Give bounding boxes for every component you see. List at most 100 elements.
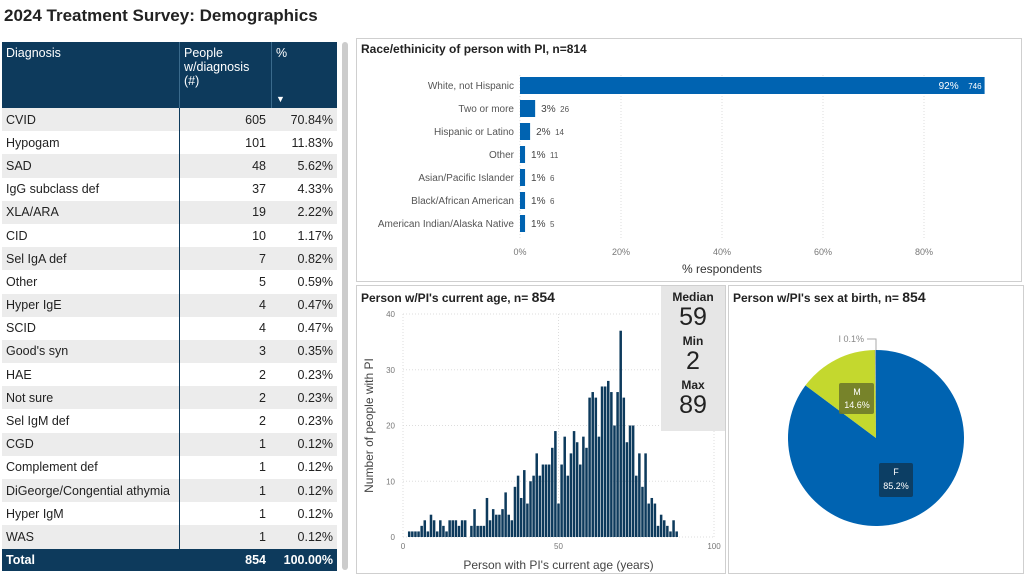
percent-cell: 0.35% [297,344,333,359]
table-row[interactable]: Hypogam 101 11.83% [2,131,337,155]
header-people[interactable]: People w/diagnosis (#) [180,42,272,108]
table-row[interactable]: Good's syn 3 0.35% [2,339,337,364]
slice-label-m: M [853,387,861,397]
histogram-bar [473,509,476,537]
header-diagnosis[interactable]: Diagnosis [2,42,180,108]
histogram-bar [669,531,672,537]
histogram-bar [423,520,427,537]
category-label: Black/African American [411,196,514,207]
bar-percent-label: 1% [531,219,546,230]
histogram-bar [535,453,538,537]
table-row[interactable]: XLA/ARA 19 2.22% [2,200,337,224]
table-row[interactable]: WAS 1 0.12% [2,525,337,549]
histogram-bar [557,503,560,537]
histogram-bar [463,520,467,537]
y-tick-label: 10 [386,477,395,486]
histogram-bar [616,392,619,537]
histogram-bar [594,397,598,537]
table-row[interactable]: SCID 4 0.47% [2,316,337,340]
table-row[interactable]: SAD 48 5.62% [2,154,337,178]
header-percent[interactable]: % ▼ [272,42,337,108]
table-row[interactable]: Not sure 2 0.23% [2,386,337,410]
histogram-bar [504,492,507,537]
table-row[interactable]: CVID 605 70.84% [2,108,337,132]
diagnosis-cell: SAD [2,154,180,178]
histogram-bar [470,525,473,537]
histogram-bar [420,525,423,537]
table-row[interactable]: IgG subclass def 37 4.33% [2,177,337,201]
table-row[interactable]: CID 10 1.17% [2,223,337,248]
histogram-bar [432,520,436,537]
percent-cell: 4.33% [297,182,333,197]
histogram-bar [610,392,613,537]
histogram-bar [411,531,414,537]
count-cell: 4 [259,298,266,313]
x-tick-label: 80% [915,247,933,257]
x-tick-label: 50 [554,542,563,551]
slice-label-i: I 0.1% [838,334,864,344]
histogram-bar [666,525,669,537]
histogram-bar [439,520,442,537]
table-row[interactable]: Sel IgM def 2 0.23% [2,409,337,433]
diagnosis-table: Diagnosis People w/diagnosis (#) % ▼ CVID… [2,42,337,571]
histogram-bar [417,531,420,537]
percent-cell: 0.12% [297,529,333,544]
histogram-bar [488,520,492,537]
histogram-bar [538,475,542,537]
histogram-bar [597,436,601,537]
histogram-bar [544,464,548,537]
histogram-bar [572,431,576,537]
table-row[interactable]: CGD 1 0.12% [2,432,337,456]
histogram-bar [414,531,417,537]
count-cell: 1 [259,529,266,544]
bar-count-label: 746 [968,82,982,91]
bar-count-label: 11 [550,151,559,160]
percent-cell: 0.59% [297,274,333,289]
count-cell: 605 [245,112,266,127]
histogram-bar [579,464,582,537]
table-row[interactable]: Sel IgA def 7 0.82% [2,247,337,271]
count-cell: 2 [259,390,266,405]
table-total-row: Total 854 100.00% [2,548,337,571]
sex-panel: Person w/PI's sex at birth, n= 854 F 85.2… [728,285,1024,574]
histogram-bar [613,425,616,537]
category-label: Two or more [458,104,514,115]
histogram-bar [501,509,504,537]
histogram-bar [625,442,629,537]
histogram-bar [569,453,573,537]
count-cell: 3 [259,344,266,359]
histogram-bar [647,503,650,537]
histogram-bar [529,481,532,537]
table-row[interactable]: HAE 2 0.23% [2,363,337,387]
table-row[interactable]: Other 5 0.59% [2,270,337,294]
sort-descending-icon[interactable]: ▼ [276,94,285,104]
percent-cell: 0.12% [297,483,333,498]
histogram-bar [656,525,660,537]
histogram-bar [513,486,517,537]
x-axis-label: % respondents [682,262,762,276]
histogram-bar [426,531,430,537]
histogram-bar [607,380,610,537]
diagnosis-cell: Hyper IgM [2,502,180,526]
bar-count-label: 26 [560,105,569,114]
table-row[interactable]: Hyper IgM 1 0.12% [2,502,337,526]
histogram-bar [479,525,483,537]
bar-count-label: 6 [550,197,555,206]
table-row[interactable]: Hyper IgE 4 0.47% [2,293,337,317]
x-tick-label: 100 [707,542,721,551]
histogram-bar [507,514,510,537]
table-row[interactable]: Complement def 1 0.12% [2,455,337,479]
histogram-bar [631,425,635,537]
total-label: Total [6,552,35,567]
percent-cell: 1.17% [297,228,333,243]
histogram-bar [554,431,557,537]
table-scrollbar[interactable] [342,42,348,570]
race-panel: Race/ethinicity of person with PI, n=814… [356,38,1022,282]
percent-cell: 0.23% [297,414,333,429]
histogram-bar [448,520,451,537]
bar [520,192,526,209]
table-row[interactable]: DiGeorge/Congential athymia 1 0.12% [2,479,337,503]
histogram-bar [457,525,461,537]
bar-percent-label: 2% [536,127,551,138]
count-cell: 37 [252,182,266,197]
